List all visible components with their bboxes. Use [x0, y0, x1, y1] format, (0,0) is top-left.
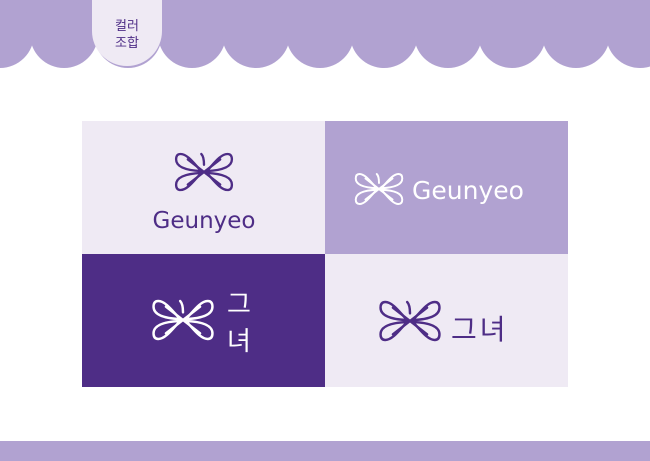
wordmark-latin: Geunyeo: [412, 176, 524, 205]
footer-band: [0, 441, 650, 461]
scalloped-header-band: [0, 0, 650, 68]
butterfly-logo-icon: [174, 152, 234, 192]
butterfly-logo-icon: [379, 300, 441, 342]
wordmark-korean-line1: 그: [227, 290, 251, 320]
butterfly-logo-icon: [152, 299, 214, 341]
combo-horizontal-latin: Geunyeo: [325, 121, 568, 254]
wordmark-latin: Geunyeo: [153, 208, 256, 234]
section-tab: 컬러 조합: [92, 0, 162, 66]
combo-stacked-korean: 그 녀: [82, 254, 325, 387]
wordmark-korean-line2: 녀: [227, 327, 251, 357]
combo-horizontal-korean: 그녀: [325, 254, 568, 387]
section-label-line1: 컬러: [115, 19, 139, 34]
combo-stacked-latin: Geunyeo: [82, 121, 325, 254]
butterfly-logo-icon: [354, 173, 404, 205]
section-label-line2: 조합: [115, 36, 139, 51]
color-combination-grid: Geunyeo Geunyeo 그 녀 그녀: [82, 121, 568, 387]
wordmark-korean: 그녀: [451, 313, 509, 346]
